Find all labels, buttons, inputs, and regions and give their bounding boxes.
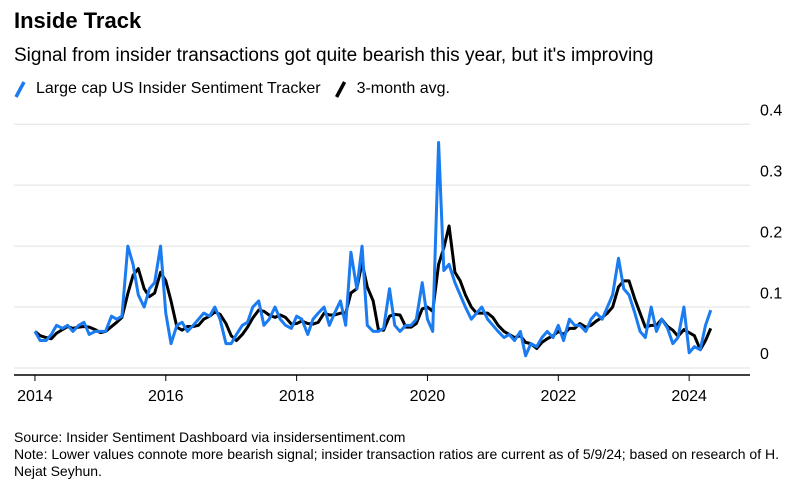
x-tick-label: 2020 <box>410 388 446 405</box>
chart-subtitle: Signal from insider transactions got qui… <box>14 45 653 66</box>
y-tick-label: 0.4 <box>760 102 782 119</box>
x-tick-label: 2018 <box>279 388 315 405</box>
legend-swatch <box>14 81 26 98</box>
chart: Inside Track Signal from insider transac… <box>14 8 782 405</box>
legend-label: 3-month avg. <box>357 80 450 97</box>
x-tick-label: 2016 <box>148 388 184 405</box>
legend-swatch <box>335 81 347 98</box>
source: Source: Insider Sentiment Dashboard via … <box>14 429 406 445</box>
y-tick-label: 0.3 <box>760 163 782 180</box>
note: Note: Lower values connote more bearish … <box>14 446 779 479</box>
y-tick-label: 0.2 <box>760 224 782 241</box>
x-tick-label: 2024 <box>671 388 707 405</box>
series-line <box>33 140 713 358</box>
legend-label: Large cap US Insider Sentiment Tracker <box>36 80 321 97</box>
x-tick-label: 2014 <box>17 388 53 405</box>
chart-title: Inside Track <box>14 8 142 33</box>
y-tick-label: 0.1 <box>760 285 782 302</box>
x-tick-label: 2022 <box>541 388 577 405</box>
y-tick-label: 0 <box>760 346 769 363</box>
